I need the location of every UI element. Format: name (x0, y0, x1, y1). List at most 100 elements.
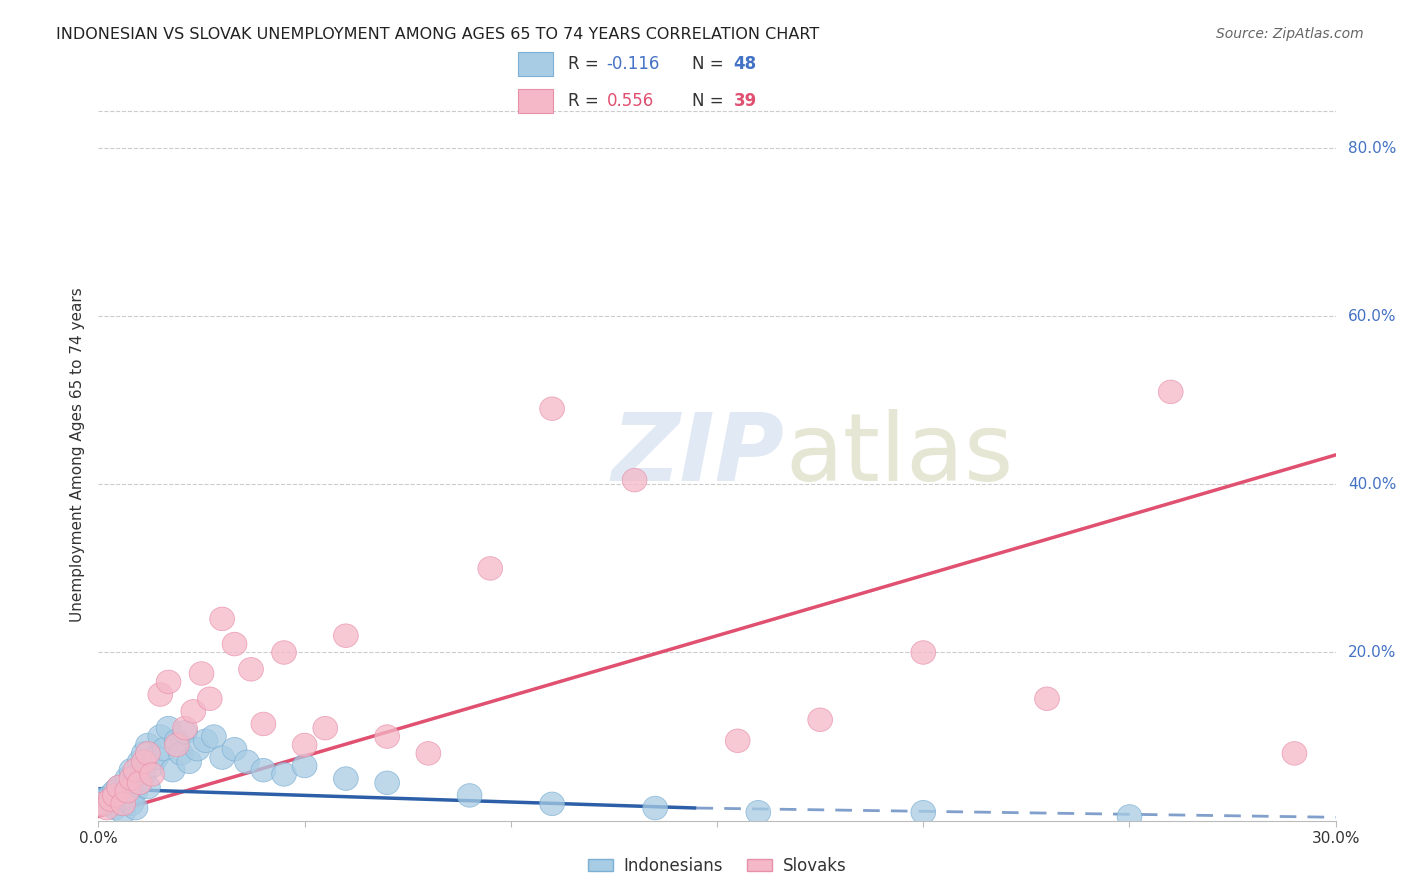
Ellipse shape (540, 792, 564, 815)
Ellipse shape (416, 741, 440, 765)
Ellipse shape (177, 750, 201, 773)
Text: R =: R = (568, 55, 605, 73)
Ellipse shape (111, 788, 135, 812)
Ellipse shape (94, 792, 120, 815)
Ellipse shape (1118, 805, 1142, 828)
Ellipse shape (222, 738, 247, 761)
Ellipse shape (235, 750, 259, 773)
Text: Source: ZipAtlas.com: Source: ZipAtlas.com (1216, 27, 1364, 41)
Text: 80.0%: 80.0% (1348, 141, 1396, 155)
Ellipse shape (90, 792, 115, 815)
Ellipse shape (209, 746, 235, 770)
Text: N =: N = (692, 92, 730, 110)
Ellipse shape (139, 763, 165, 786)
Ellipse shape (120, 792, 143, 815)
Ellipse shape (156, 670, 181, 694)
Ellipse shape (160, 758, 186, 782)
Ellipse shape (120, 767, 143, 790)
Ellipse shape (94, 797, 120, 820)
Ellipse shape (1282, 741, 1306, 765)
Ellipse shape (271, 763, 297, 786)
Ellipse shape (131, 763, 156, 786)
Ellipse shape (209, 607, 235, 631)
Text: R =: R = (568, 92, 605, 110)
Ellipse shape (124, 797, 148, 820)
Ellipse shape (148, 725, 173, 748)
Ellipse shape (135, 775, 160, 798)
Text: INDONESIAN VS SLOVAK UNEMPLOYMENT AMONG AGES 65 TO 74 YEARS CORRELATION CHART: INDONESIAN VS SLOVAK UNEMPLOYMENT AMONG … (56, 27, 820, 42)
Ellipse shape (540, 397, 564, 420)
Ellipse shape (292, 755, 316, 778)
Ellipse shape (478, 557, 502, 580)
Ellipse shape (124, 758, 148, 782)
Ellipse shape (623, 468, 647, 491)
Ellipse shape (131, 741, 156, 765)
Ellipse shape (271, 640, 297, 665)
Ellipse shape (111, 800, 135, 824)
Ellipse shape (747, 800, 770, 824)
Ellipse shape (120, 758, 143, 782)
Text: N =: N = (692, 55, 730, 73)
Ellipse shape (98, 784, 124, 807)
Ellipse shape (252, 758, 276, 782)
Ellipse shape (314, 716, 337, 740)
Ellipse shape (128, 771, 152, 795)
Ellipse shape (725, 729, 749, 753)
Ellipse shape (169, 741, 193, 765)
Ellipse shape (165, 729, 190, 753)
Ellipse shape (115, 767, 139, 790)
FancyBboxPatch shape (517, 52, 554, 77)
FancyBboxPatch shape (517, 88, 554, 112)
Ellipse shape (808, 708, 832, 731)
Ellipse shape (103, 797, 128, 820)
Ellipse shape (222, 632, 247, 656)
Ellipse shape (911, 640, 935, 665)
Ellipse shape (103, 780, 128, 803)
Text: ZIP: ZIP (612, 409, 785, 501)
Ellipse shape (139, 755, 165, 778)
Ellipse shape (165, 733, 190, 756)
Ellipse shape (333, 767, 359, 790)
Ellipse shape (115, 784, 139, 807)
Ellipse shape (197, 687, 222, 711)
Ellipse shape (156, 716, 181, 740)
Text: 39: 39 (734, 92, 756, 110)
Ellipse shape (190, 662, 214, 685)
Ellipse shape (643, 797, 668, 820)
Ellipse shape (111, 792, 135, 815)
Ellipse shape (252, 712, 276, 736)
Ellipse shape (128, 771, 152, 795)
Ellipse shape (173, 716, 197, 740)
Ellipse shape (911, 800, 935, 824)
Ellipse shape (143, 746, 169, 770)
Ellipse shape (107, 775, 131, 798)
Y-axis label: Unemployment Among Ages 65 to 74 years: Unemployment Among Ages 65 to 74 years (69, 287, 84, 623)
Ellipse shape (181, 699, 205, 723)
Ellipse shape (375, 725, 399, 748)
Ellipse shape (135, 733, 160, 756)
Ellipse shape (90, 788, 115, 812)
Ellipse shape (333, 624, 359, 648)
Ellipse shape (193, 729, 218, 753)
Ellipse shape (1159, 380, 1182, 404)
Ellipse shape (135, 741, 160, 765)
Text: 0.556: 0.556 (606, 92, 654, 110)
Legend: Indonesians, Slovaks: Indonesians, Slovaks (581, 850, 853, 882)
Ellipse shape (152, 738, 177, 761)
Ellipse shape (292, 733, 316, 756)
Ellipse shape (1035, 687, 1059, 711)
Ellipse shape (375, 771, 399, 795)
Ellipse shape (128, 750, 152, 773)
Text: 40.0%: 40.0% (1348, 477, 1396, 491)
Ellipse shape (186, 738, 209, 761)
Ellipse shape (107, 775, 131, 798)
Ellipse shape (107, 792, 131, 815)
Ellipse shape (239, 657, 263, 681)
Text: 60.0%: 60.0% (1348, 309, 1396, 324)
Ellipse shape (457, 784, 482, 807)
Ellipse shape (131, 750, 156, 773)
Ellipse shape (115, 780, 139, 803)
Text: 48: 48 (734, 55, 756, 73)
Ellipse shape (201, 725, 226, 748)
Ellipse shape (124, 780, 148, 803)
